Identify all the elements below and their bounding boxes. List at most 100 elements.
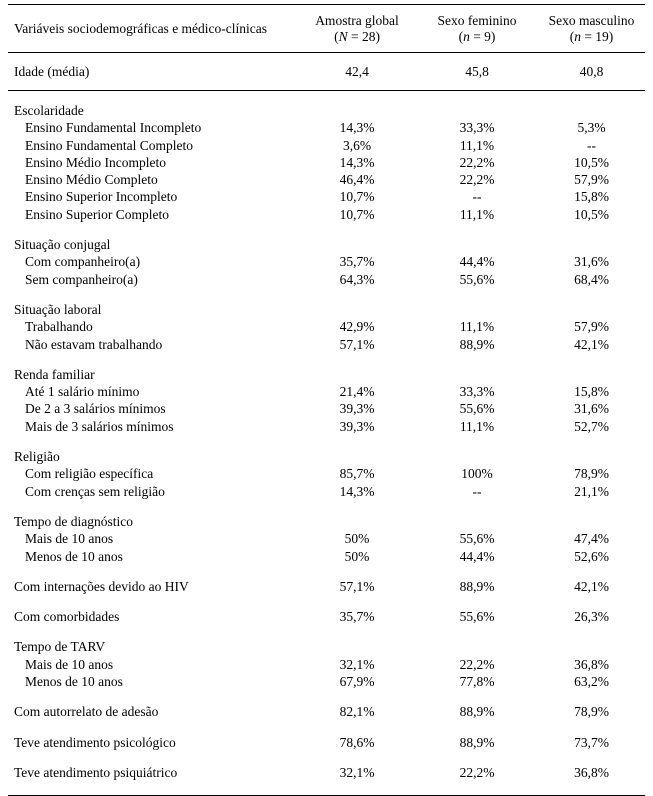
section-title-row: Situação laboral: [8, 301, 645, 318]
row-label: Sem companheiro(a): [25, 271, 138, 287]
cell-global: 14,3%: [339, 120, 375, 136]
cell-male: 52,6%: [574, 548, 609, 564]
age-row-label: Idade (média): [14, 63, 90, 79]
section-title-row: Situação conjugal: [8, 236, 645, 253]
age-cell-global: 42,4: [345, 63, 369, 79]
table-row: Teve atendimento psiquiátrico 32,1% 22,2…: [8, 764, 645, 781]
table-section: Com internações devido ao HIV 57,1% 88,9…: [8, 578, 645, 595]
table-section: Teve atendimento psicológico 78,6% 88,9%…: [8, 734, 645, 751]
table-section: Tempo de diagnóstico Mais de 10 anos 50%…: [8, 513, 645, 565]
column-header-count: (n = 19): [569, 28, 614, 44]
table-row: Mais de 3 salários mínimos 39,3% 11,1% 5…: [8, 418, 645, 435]
table-section: Tempo de TARV Mais de 10 anos 32,1% 22,2…: [8, 638, 645, 690]
table-row: Trabalhando 42,9% 11,1% 57,9%: [8, 318, 645, 335]
section-title: Situação laboral: [14, 301, 102, 317]
cell-female: 22,2%: [459, 656, 495, 672]
cell-global: 42,9%: [339, 319, 375, 335]
row-label: Ensino Superior Incompleto: [25, 189, 178, 205]
cell-male: 36,8%: [574, 656, 609, 672]
cell-male: 10,5%: [574, 154, 609, 170]
cell-female: 55,6%: [459, 609, 495, 625]
cell-global: 21,4%: [339, 384, 375, 400]
row-label: Com companheiro(a): [25, 254, 141, 270]
cell-female: 22,2%: [459, 764, 495, 780]
table-section: Situação conjugal Com companheiro(a) 35,…: [8, 236, 645, 288]
section-title-row: Tempo de diagnóstico: [8, 513, 645, 530]
row-label: Ensino Fundamental Incompleto: [25, 120, 202, 136]
cell-male: 57,9%: [574, 172, 609, 188]
table-row: Mais de 10 anos 32,1% 22,2% 36,8%: [8, 656, 645, 673]
row-label: Ensino Superior Completo: [25, 206, 169, 222]
table-row: Com crenças sem religião 14,3% -- 21,1%: [8, 483, 645, 500]
cell-global: 14,3%: [339, 483, 375, 499]
cell-global: 50%: [344, 548, 370, 564]
age-row: Idade (média) 42,4 45,8 40,8: [8, 53, 645, 91]
table-row: Com autorrelato de adesão 82,1% 88,9% 78…: [8, 703, 645, 720]
cell-global: 64,3%: [339, 271, 375, 287]
cell-male: 15,8%: [574, 384, 609, 400]
table-section: Com comorbidades 35,7% 55,6% 26,3%: [8, 608, 645, 625]
table-row: Até 1 salário mínimo 21,4% 33,3% 15,8%: [8, 383, 645, 400]
cell-female: 88,9%: [459, 578, 495, 594]
table-row: Ensino Superior Incompleto 10,7% -- 15,8…: [8, 188, 645, 205]
cell-female: 55,6%: [459, 401, 495, 417]
table-row: Ensino Fundamental Incompleto 14,3% 33,3…: [8, 119, 645, 136]
cell-global: 3,6%: [342, 137, 372, 153]
row-label: Com comorbidades: [14, 609, 120, 625]
table-row: Teve atendimento psicológico 78,6% 88,9%…: [8, 734, 645, 751]
sociodemographic-table: Variáveis sociodemográficas e médico-clí…: [8, 4, 645, 796]
cell-global: 10,7%: [339, 189, 375, 205]
cell-female: 22,2%: [459, 154, 495, 170]
section-title: Renda familiar: [14, 366, 95, 382]
row-label: Com religião específica: [25, 466, 154, 482]
table-row: Sem companheiro(a) 64,3% 55,6% 68,4%: [8, 271, 645, 288]
cell-female: 44,4%: [459, 254, 495, 270]
cell-male: 42,1%: [574, 336, 609, 352]
cell-female: 55,6%: [459, 271, 495, 287]
cell-global: 57,1%: [339, 336, 375, 352]
table-row: Ensino Fundamental Completo 3,6% 11,1% -…: [8, 137, 645, 154]
table-row: Com comorbidades 35,7% 55,6% 26,3%: [8, 608, 645, 625]
section-title-row: Escolaridade: [8, 102, 645, 119]
table-section: Situação laboral Trabalhando 42,9% 11,1%…: [8, 301, 645, 353]
column-header-count: (n = 9): [458, 28, 496, 44]
row-label: De 2 a 3 salários mínimos: [25, 401, 166, 417]
cell-global: 32,1%: [339, 764, 375, 780]
cell-female: 33,3%: [459, 120, 495, 136]
cell-male: 5,3%: [577, 120, 606, 136]
row-label: Teve atendimento psicológico: [14, 734, 176, 750]
age-cell-male: 40,8: [579, 63, 604, 79]
section-title: Religião: [14, 449, 60, 465]
table-row: Mais de 10 anos 50% 55,6% 47,4%: [8, 530, 645, 547]
cell-male: 47,4%: [574, 531, 609, 547]
cell-global: 67,9%: [339, 674, 375, 690]
table-section: Com autorrelato de adesão 82,1% 88,9% 78…: [8, 703, 645, 720]
table-header-row: Variáveis sociodemográficas e médico-clí…: [8, 4, 645, 53]
table-row: Ensino Médio Completo 46,4% 22,2% 57,9%: [8, 171, 645, 188]
section-title: Escolaridade: [14, 103, 84, 118]
cell-global: 10,7%: [339, 206, 375, 222]
table-row: Não estavam trabalhando 57,1% 88,9% 42,1…: [8, 336, 645, 353]
cell-global: 39,3%: [339, 401, 375, 417]
column-header-title: Amostra global: [315, 13, 399, 28]
row-label: Até 1 salário mínimo: [25, 384, 140, 400]
table-row: Menos de 10 anos 50% 44,4% 52,6%: [8, 548, 645, 565]
cell-global: 57,1%: [339, 578, 375, 594]
cell-female: 11,1%: [459, 206, 495, 222]
cell-male: 15,8%: [574, 189, 609, 205]
row-label: Ensino Fundamental Completo: [25, 137, 193, 153]
header-variables-label: Variáveis sociodemográficas e médico-clí…: [14, 20, 268, 36]
table-section: Escolaridade Ensino Fundamental Incomple…: [8, 102, 645, 223]
section-title: Tempo de diagnóstico: [14, 513, 134, 529]
column-header: Sexo feminino (n = 9): [416, 13, 538, 44]
table-section: Renda familiar Até 1 salário mínimo 21,4…: [8, 366, 645, 435]
row-label: Teve atendimento psiquiátrico: [14, 764, 178, 780]
row-label: Ensino Médio Incompleto: [25, 154, 166, 170]
cell-female: 33,3%: [459, 384, 495, 400]
row-label: Com internações devido ao HIV: [14, 578, 189, 594]
table-row: Ensino Superior Completo 10,7% 11,1% 10,…: [8, 206, 645, 223]
row-label: Não estavam trabalhando: [25, 336, 163, 352]
table-row: Com companheiro(a) 35,7% 44,4% 31,6%: [8, 253, 645, 270]
cell-global: 32,1%: [339, 656, 375, 672]
cell-female: 77,8%: [459, 674, 495, 690]
